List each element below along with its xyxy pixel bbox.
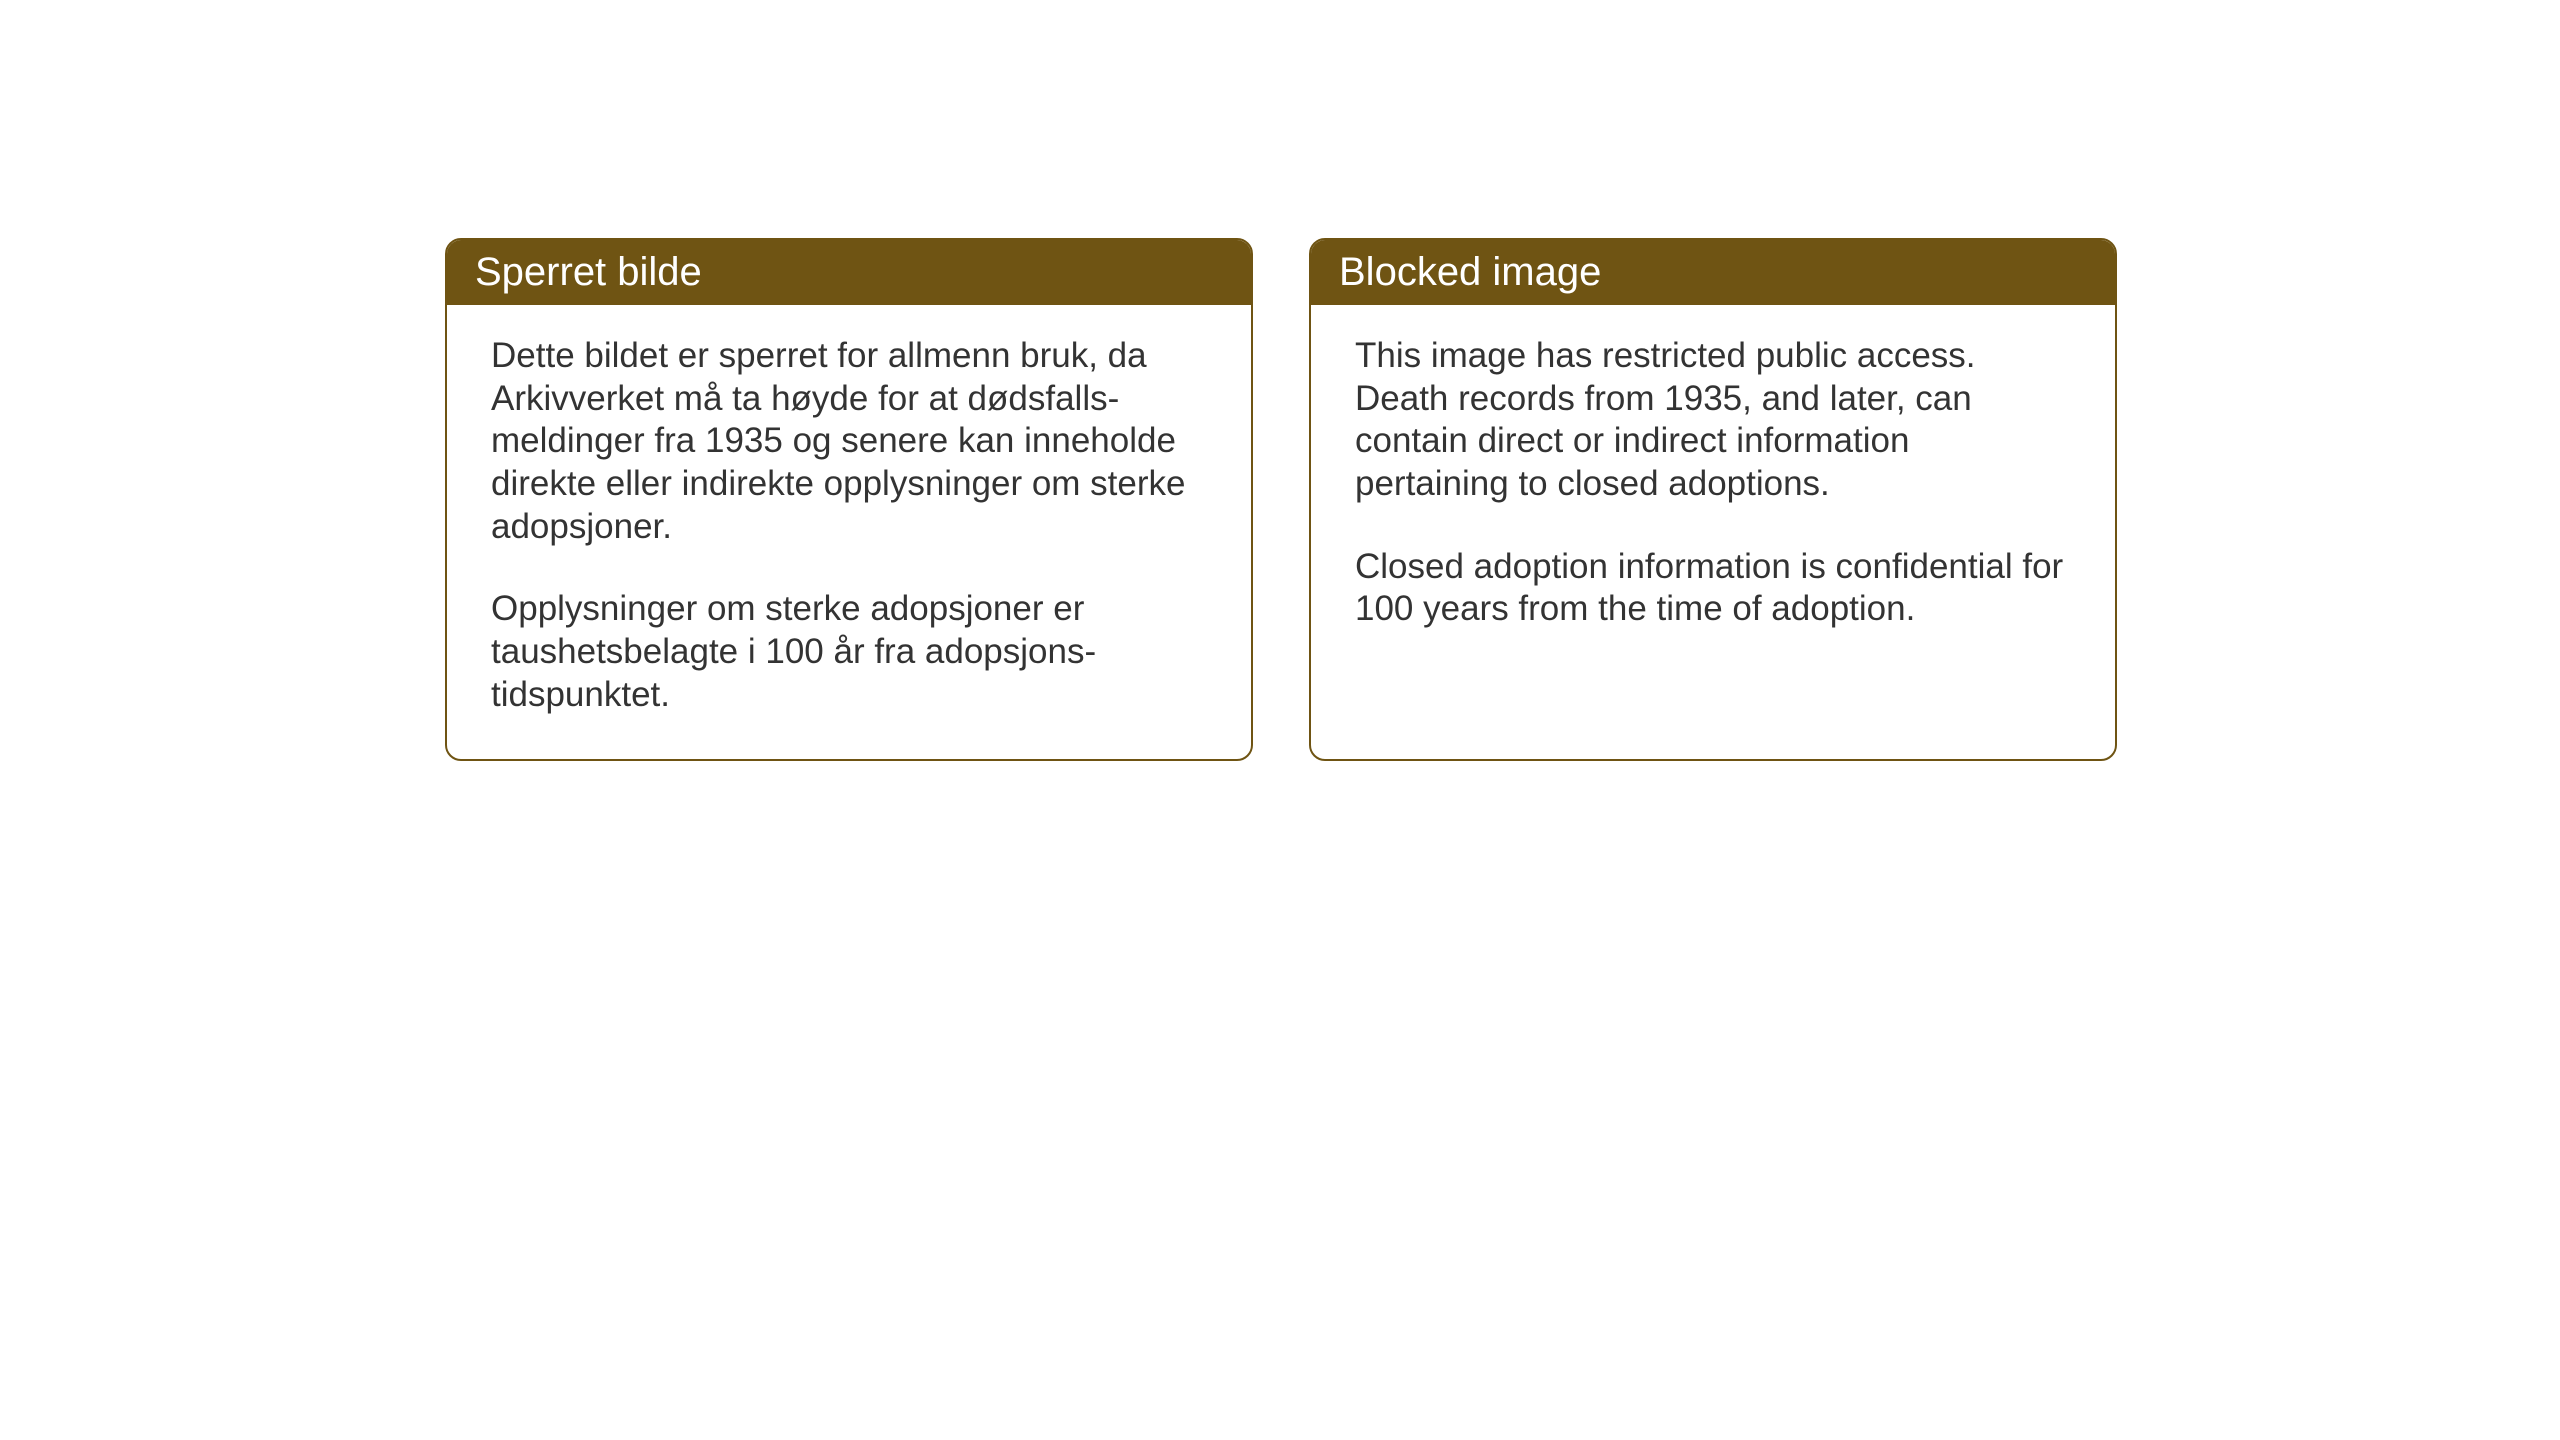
notice-title-english: Blocked image — [1339, 250, 1601, 294]
notice-container: Sperret bilde Dette bildet er sperret fo… — [445, 238, 2117, 761]
notice-paragraph-2-english: Closed adoption information is confident… — [1355, 546, 2071, 631]
notice-paragraph-1-english: This image has restricted public access.… — [1355, 335, 2071, 506]
notice-header-english: Blocked image — [1311, 240, 2115, 305]
notice-header-norwegian: Sperret bilde — [447, 240, 1251, 305]
notice-title-norwegian: Sperret bilde — [475, 250, 702, 294]
notice-paragraph-2-norwegian: Opplysninger om sterke adopsjoner er tau… — [491, 588, 1207, 716]
notice-paragraph-1-norwegian: Dette bildet er sperret for allmenn bruk… — [491, 335, 1207, 548]
notice-body-english: This image has restricted public access.… — [1311, 305, 2115, 673]
notice-body-norwegian: Dette bildet er sperret for allmenn bruk… — [447, 305, 1251, 759]
notice-card-english: Blocked image This image has restricted … — [1309, 238, 2117, 761]
notice-card-norwegian: Sperret bilde Dette bildet er sperret fo… — [445, 238, 1253, 761]
